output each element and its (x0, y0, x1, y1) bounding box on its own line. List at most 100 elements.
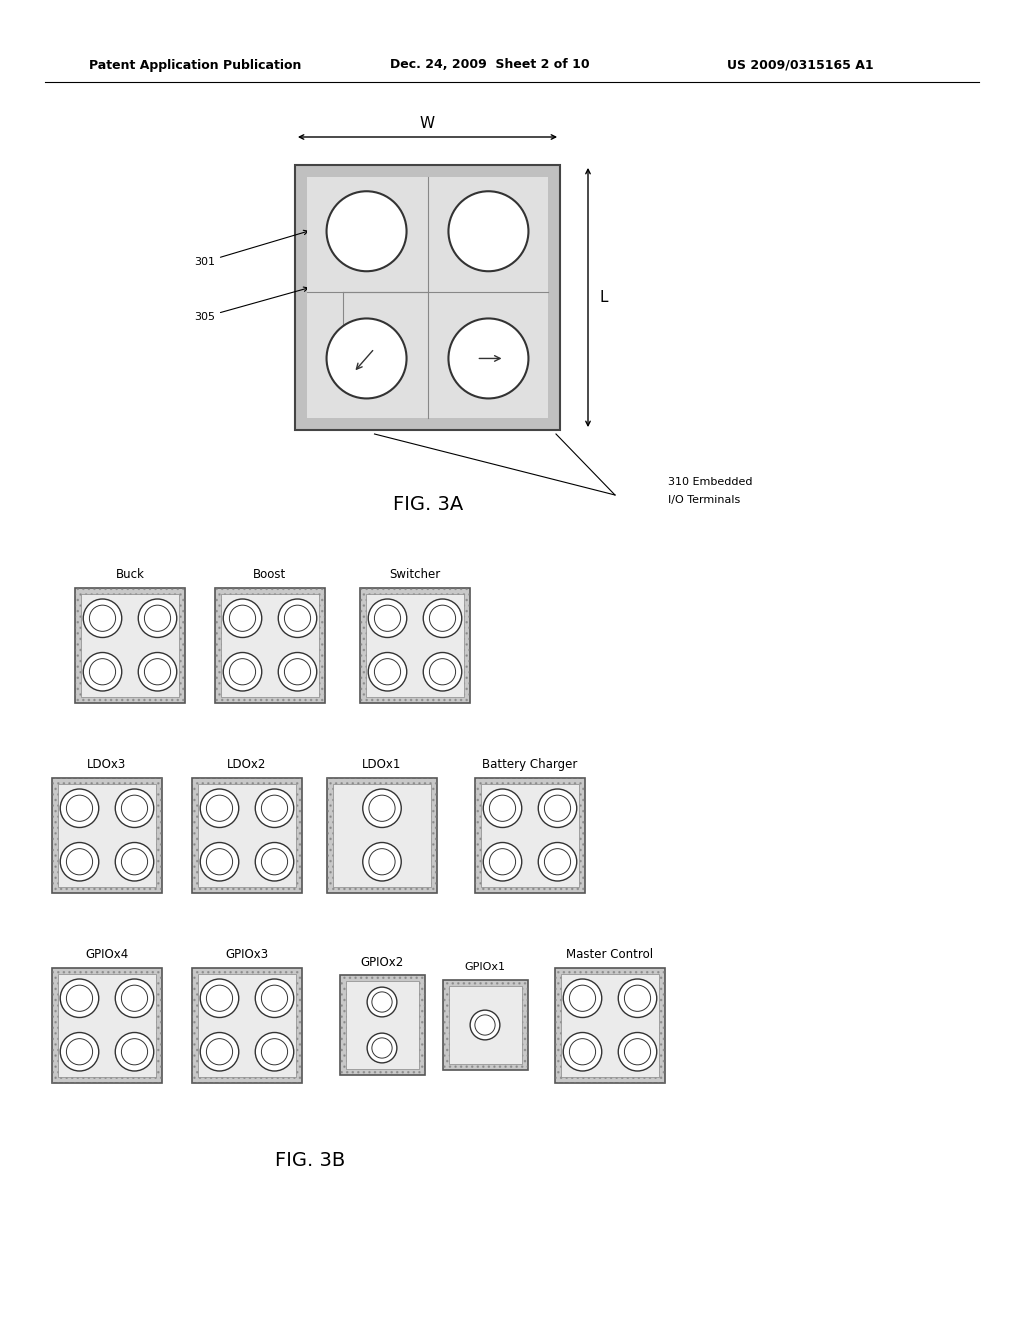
Text: I/O Terminals: I/O Terminals (668, 495, 740, 506)
Circle shape (116, 979, 154, 1018)
Text: IO3: IO3 (73, 1047, 87, 1056)
Text: FB: FB (153, 667, 163, 676)
Text: IO1: IO1 (267, 994, 282, 1003)
Text: VO1: VO1 (71, 804, 88, 813)
Circle shape (255, 842, 294, 880)
Circle shape (255, 1032, 294, 1071)
Text: GPIOx1: GPIOx1 (465, 962, 506, 972)
Text: VO2: VO2 (71, 857, 88, 866)
Circle shape (279, 599, 316, 638)
Text: IO: IO (480, 1020, 489, 1030)
Text: L: L (600, 290, 608, 305)
Text: VO2: VO2 (211, 857, 228, 866)
Circle shape (423, 599, 462, 638)
Circle shape (539, 842, 577, 880)
Circle shape (327, 318, 407, 399)
Text: GND: GND (572, 1047, 592, 1056)
Circle shape (369, 795, 395, 821)
Circle shape (618, 979, 656, 1018)
Circle shape (122, 1039, 147, 1065)
Circle shape (563, 979, 602, 1018)
Circle shape (83, 599, 122, 638)
Circle shape (261, 1039, 288, 1065)
Circle shape (618, 1032, 656, 1071)
Bar (475, 777, 585, 892)
Circle shape (60, 979, 98, 1018)
Circle shape (229, 605, 256, 631)
Circle shape (539, 789, 577, 828)
Circle shape (229, 659, 256, 685)
Circle shape (489, 795, 516, 821)
Bar (360, 587, 470, 702)
Circle shape (201, 789, 239, 828)
Circle shape (489, 849, 516, 875)
Circle shape (625, 985, 650, 1011)
Text: Switcher: Switcher (389, 568, 440, 581)
Text: GND: GND (232, 667, 252, 676)
Text: VIN1: VIN1 (265, 804, 284, 813)
Circle shape (67, 795, 92, 821)
Bar (81, 594, 179, 697)
Text: Dec. 24, 2009  Sheet 2 of 10: Dec. 24, 2009 Sheet 2 of 10 (390, 58, 590, 71)
Bar (555, 968, 665, 1082)
Circle shape (207, 985, 232, 1011)
Bar (198, 974, 296, 1077)
Circle shape (475, 1015, 496, 1035)
Bar (345, 981, 419, 1069)
Circle shape (563, 1032, 602, 1071)
Circle shape (569, 1039, 596, 1065)
Text: FB: FB (437, 667, 447, 676)
Circle shape (483, 789, 522, 828)
Circle shape (83, 652, 122, 690)
Circle shape (470, 1010, 500, 1040)
Circle shape (89, 605, 116, 631)
Bar (442, 979, 527, 1071)
Text: VO3: VO3 (126, 857, 143, 866)
Circle shape (429, 659, 456, 685)
Bar (327, 777, 437, 892)
Text: Buck: Buck (116, 568, 144, 581)
Text: Battery Charger: Battery Charger (482, 758, 578, 771)
Circle shape (255, 979, 294, 1018)
Circle shape (144, 659, 171, 685)
Bar (52, 968, 162, 1082)
Bar (360, 587, 470, 702)
Circle shape (279, 652, 316, 690)
Circle shape (207, 849, 232, 875)
Text: IO1: IO1 (496, 857, 510, 866)
Circle shape (375, 605, 400, 631)
Circle shape (116, 842, 154, 880)
Circle shape (60, 1032, 98, 1071)
Text: FIG. 3A: FIG. 3A (393, 495, 463, 515)
Text: LDOx2: LDOx2 (227, 758, 266, 771)
Circle shape (449, 191, 528, 271)
Text: US 2009/0315165 A1: US 2009/0315165 A1 (727, 58, 873, 71)
Circle shape (207, 1039, 232, 1065)
Circle shape (89, 659, 116, 685)
Bar (366, 594, 464, 697)
Text: GPIOx4: GPIOx4 (85, 948, 129, 961)
Text: VIN: VIN (375, 804, 389, 813)
Text: VIN: VIN (496, 804, 510, 813)
Bar (561, 974, 659, 1077)
Text: 310 Embedded: 310 Embedded (668, 477, 753, 487)
Text: VO: VO (292, 614, 304, 623)
Circle shape (60, 789, 98, 828)
Circle shape (201, 1032, 239, 1071)
Circle shape (116, 789, 154, 828)
Text: Patent Application Publication: Patent Application Publication (89, 58, 301, 71)
Circle shape (122, 985, 147, 1011)
Text: GPIOx3: GPIOx3 (225, 948, 268, 961)
Circle shape (261, 985, 288, 1011)
Text: FIG. 3B: FIG. 3B (274, 1151, 345, 1170)
Circle shape (223, 652, 262, 690)
Text: GND: GND (93, 667, 113, 676)
Text: IO3: IO3 (267, 1047, 282, 1056)
Text: IO2: IO2 (127, 994, 141, 1003)
Bar (340, 975, 425, 1074)
Circle shape (429, 605, 456, 631)
Text: VIN: VIN (575, 994, 590, 1003)
Text: FB: FB (292, 667, 303, 676)
Circle shape (372, 1038, 392, 1059)
Bar (475, 777, 585, 892)
